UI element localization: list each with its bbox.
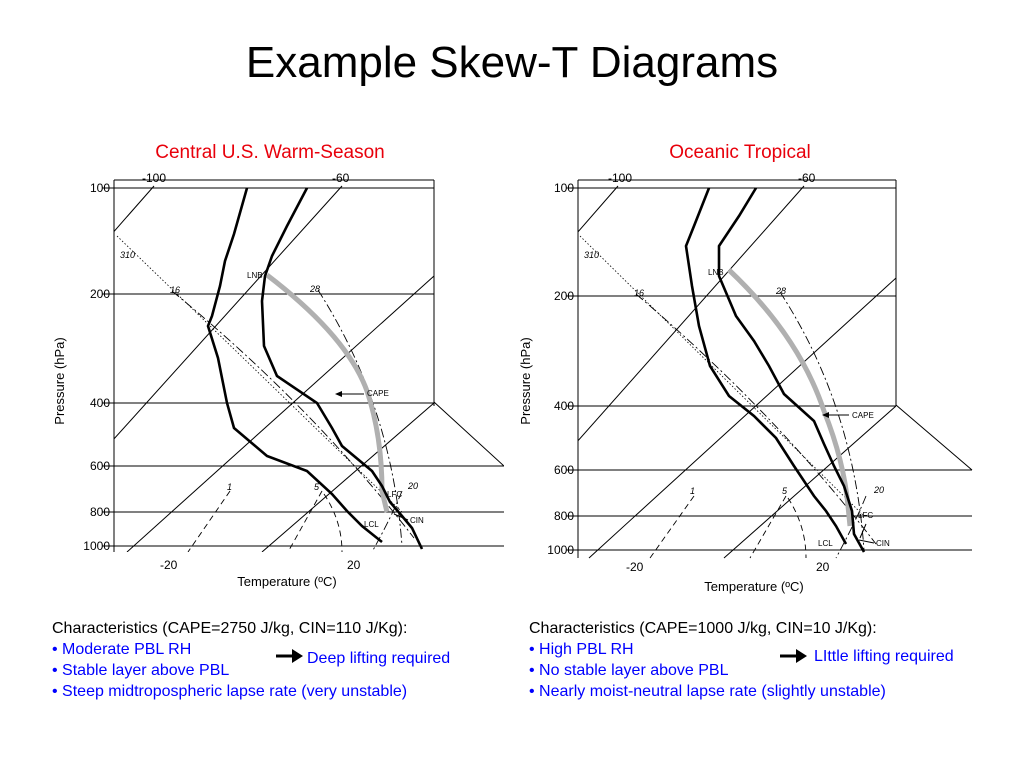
right-mixing-label-5: 5 [782, 486, 788, 496]
left-cape-label: CAPE [367, 389, 389, 398]
left-dry-adiabat-label: 310 [120, 250, 135, 260]
left-top-temp-tick: -60 [332, 171, 350, 185]
left-mixing-label-5: 5 [314, 482, 320, 492]
left-bottom-temp-tick: -20 [160, 558, 178, 572]
left-arrow-icon [276, 649, 303, 663]
left-mixing-label-20: 20 [407, 481, 418, 491]
right-skew-t-diagram: 100 200 400 600 800 1000 -100 -60 -20 20… [518, 171, 973, 594]
right-pressure-tick: 800 [554, 509, 574, 523]
left-mixing-label-16: 16 [170, 285, 180, 295]
left-mixing-ratio-5b [323, 493, 343, 552]
right-bottom-temp-tick: 20 [816, 560, 830, 574]
right-mixing-label-20: 20 [873, 485, 884, 495]
left-cin-pointer [393, 513, 409, 521]
left-skew-t-diagram: 100 200 400 600 800 1000 -100 -60 -20 20… [52, 171, 504, 589]
left-cin-label: CIN [410, 516, 424, 525]
left-mixing-label-28: 28 [309, 284, 320, 294]
right-temperature-line [717, 187, 866, 553]
right-bullet: • No stable layer above PBL [529, 662, 729, 679]
right-moist-adiabat-28 [779, 291, 865, 551]
right-mixing-ratio-5b [787, 497, 807, 559]
right-pressure-tick: 100 [554, 181, 574, 195]
left-moist-adiabat-28 [317, 289, 403, 547]
left-dry-adiabat [116, 235, 403, 513]
right-pressure-tick: 1000 [547, 543, 574, 557]
left-pressure-tick: 100 [90, 181, 110, 195]
right-lfc-pointer [859, 523, 867, 539]
slide-title: Example Skew-T Diagrams [245, 38, 779, 87]
right-note: LIttle lifting required [814, 648, 954, 665]
right-cin-label: CIN [876, 539, 890, 548]
right-characteristics: Characteristics (CAPE=1000 J/kg, CIN=10 … [529, 618, 886, 702]
left-pressure-tick: 400 [90, 396, 110, 410]
right-mixing-ratio-1 [649, 495, 695, 559]
left-dewpoint-line [206, 187, 383, 544]
left-pressure-tick: 600 [90, 459, 110, 473]
right-mixing-ratio-5 [749, 495, 787, 559]
right-bullet: • High PBL RH [529, 641, 634, 658]
right-bottom-temp-tick: -20 [626, 560, 644, 574]
right-panel-title: Oceanic Tropical [669, 142, 811, 163]
left-bullet: • Stable layer above PBL [52, 662, 230, 679]
right-dewpoint-line [684, 187, 848, 545]
right-pressure-tick: 400 [554, 399, 574, 413]
right-mixing-label-16: 16 [634, 288, 644, 298]
right-lcl-label: LCL [818, 539, 833, 548]
left-parcel-curve [265, 273, 390, 513]
right-top-temp-tick: -60 [798, 171, 816, 185]
right-isotherms [578, 185, 973, 559]
right-mixing-label-1: 1 [690, 486, 695, 496]
left-characteristics-heading: Characteristics (CAPE=2750 J/kg, CIN=110… [52, 620, 408, 637]
left-pressure-tick: 1000 [83, 539, 110, 553]
right-parcel-curve [727, 268, 853, 527]
left-isotherms [114, 185, 504, 552]
left-lcl-label: LCL [364, 520, 379, 529]
right-lfc-label: LFC [858, 511, 873, 520]
left-pressure-ticks: 100 200 400 600 800 1000 [83, 181, 110, 553]
left-moist-adiabat-20 [371, 490, 403, 552]
left-characteristics: Characteristics (CAPE=2750 J/kg, CIN=110… [52, 618, 407, 702]
left-top-temp-tick: -100 [142, 171, 166, 185]
left-mixing-ratio-1 [187, 490, 231, 552]
right-top-temp-tick: -100 [608, 171, 632, 185]
right-mixing-label-28: 28 [775, 286, 786, 296]
right-dry-adiabat [579, 235, 865, 517]
right-bullet: • Nearly moist-neutral lapse rate (sligh… [529, 683, 886, 700]
left-temperature-line [260, 187, 424, 550]
left-isobars [102, 187, 504, 547]
right-characteristics-heading: Characteristics (CAPE=1000 J/kg, CIN=10 … [529, 620, 877, 637]
right-lnb-label: LNB [708, 268, 724, 277]
left-bullet: • Steep midtropospheric lapse rate (very… [52, 683, 408, 700]
right-cin-pointer [858, 539, 875, 544]
left-cape-arrowhead [335, 391, 342, 397]
right-arrow-icon [780, 649, 807, 663]
right-xlabel: Temperature (ºC) [704, 579, 803, 594]
left-pressure-tick: 800 [90, 505, 110, 519]
left-bottom-temp-tick: 20 [347, 558, 361, 572]
left-lfc-label: LFC [387, 490, 402, 499]
right-cape-label: CAPE [852, 411, 874, 420]
right-dry-adiabat-label: 310 [584, 250, 599, 260]
left-bullet: • Moderate PBL RH [52, 641, 192, 658]
right-pressure-tick: 600 [554, 463, 574, 477]
left-mixing-label-1: 1 [227, 482, 232, 492]
left-mixing-ratio-5 [287, 490, 323, 552]
left-xlabel: Temperature (ºC) [237, 574, 336, 589]
left-ylabel: Pressure (hPa) [52, 337, 67, 424]
left-note: Deep lifting required [307, 650, 451, 667]
left-panel-title: Central U.S. Warm-Season [155, 142, 385, 163]
left-pressure-tick: 200 [90, 287, 110, 301]
right-ylabel: Pressure (hPa) [518, 337, 533, 424]
right-pressure-tick: 200 [554, 289, 574, 303]
right-pressure-ticks: 100 200 400 600 800 1000 [547, 181, 574, 557]
left-lnb-label: LNB [247, 271, 263, 280]
right-isobars [566, 187, 972, 551]
right-cape-arrowhead [822, 412, 829, 418]
